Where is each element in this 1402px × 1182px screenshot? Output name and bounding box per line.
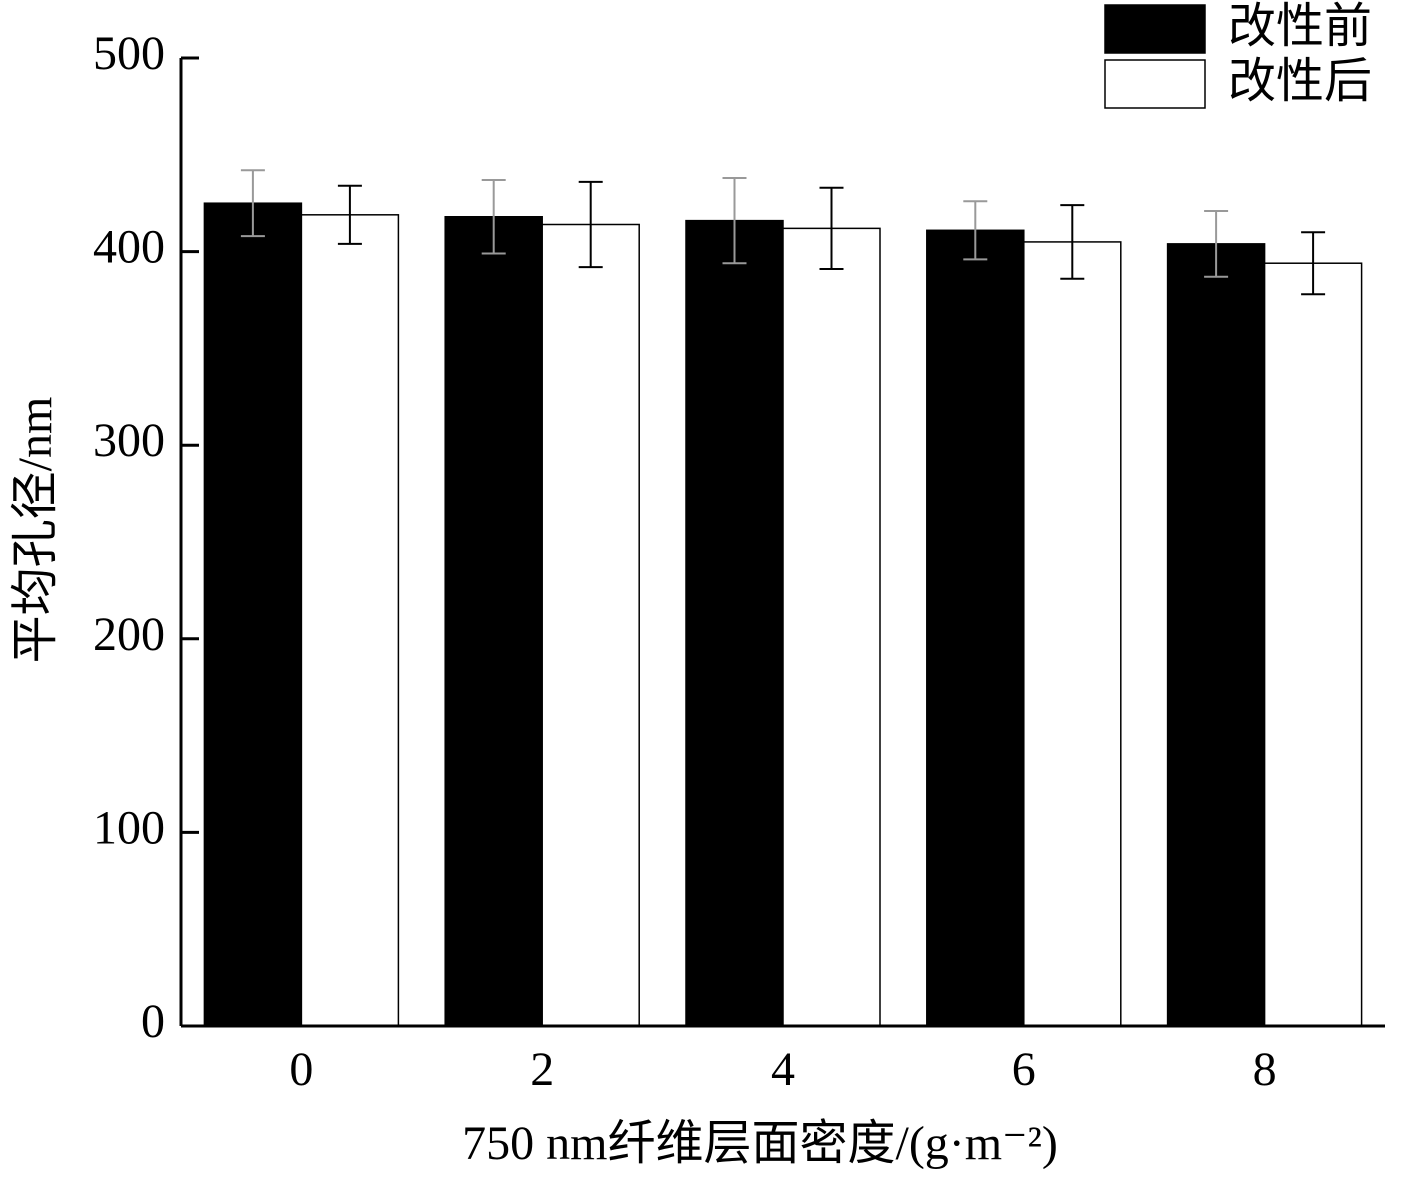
error-bar	[1060, 204, 1085, 280]
error-bar	[1204, 209, 1229, 278]
y-tick-label: 100	[93, 801, 165, 854]
bar	[1166, 243, 1266, 1027]
x-tick-label: 8	[1253, 1043, 1277, 1096]
y-axis-label: 平均孔径/nm	[9, 397, 62, 664]
y-tick-label: 400	[93, 221, 165, 274]
bar	[685, 219, 784, 1027]
x-axis-label: 750 nm纤维层面密度/(g·m⁻²)	[462, 1117, 1058, 1170]
bar	[444, 216, 543, 1027]
y-tick-label: 500	[93, 27, 165, 80]
bar	[926, 229, 1025, 1027]
error-bar	[240, 169, 265, 238]
y-tick-label: 200	[93, 608, 165, 661]
error-bar	[1301, 231, 1326, 296]
x-tick-label: 2	[530, 1043, 554, 1096]
bar	[1263, 262, 1363, 1027]
bar	[300, 214, 400, 1027]
legend-label: 改性后	[1228, 55, 1372, 108]
error-bar	[337, 184, 362, 245]
x-tick-label: 6	[1012, 1043, 1036, 1096]
error-bar	[578, 180, 603, 269]
y-tick-label: 0	[141, 995, 165, 1048]
error-bar	[722, 177, 747, 265]
x-tick-label: 4	[771, 1043, 795, 1096]
legend-swatch	[1104, 59, 1206, 109]
bar	[1023, 241, 1122, 1027]
bar	[203, 202, 303, 1027]
bar	[782, 227, 881, 1027]
error-bar	[481, 178, 506, 255]
error-bar	[963, 200, 988, 261]
legend-swatch	[1104, 4, 1206, 54]
y-tick-label: 300	[93, 414, 165, 467]
error-bar	[819, 186, 844, 271]
bar	[541, 223, 640, 1027]
legend-label: 改性前	[1228, 0, 1372, 53]
x-tick-label: 0	[289, 1043, 313, 1096]
